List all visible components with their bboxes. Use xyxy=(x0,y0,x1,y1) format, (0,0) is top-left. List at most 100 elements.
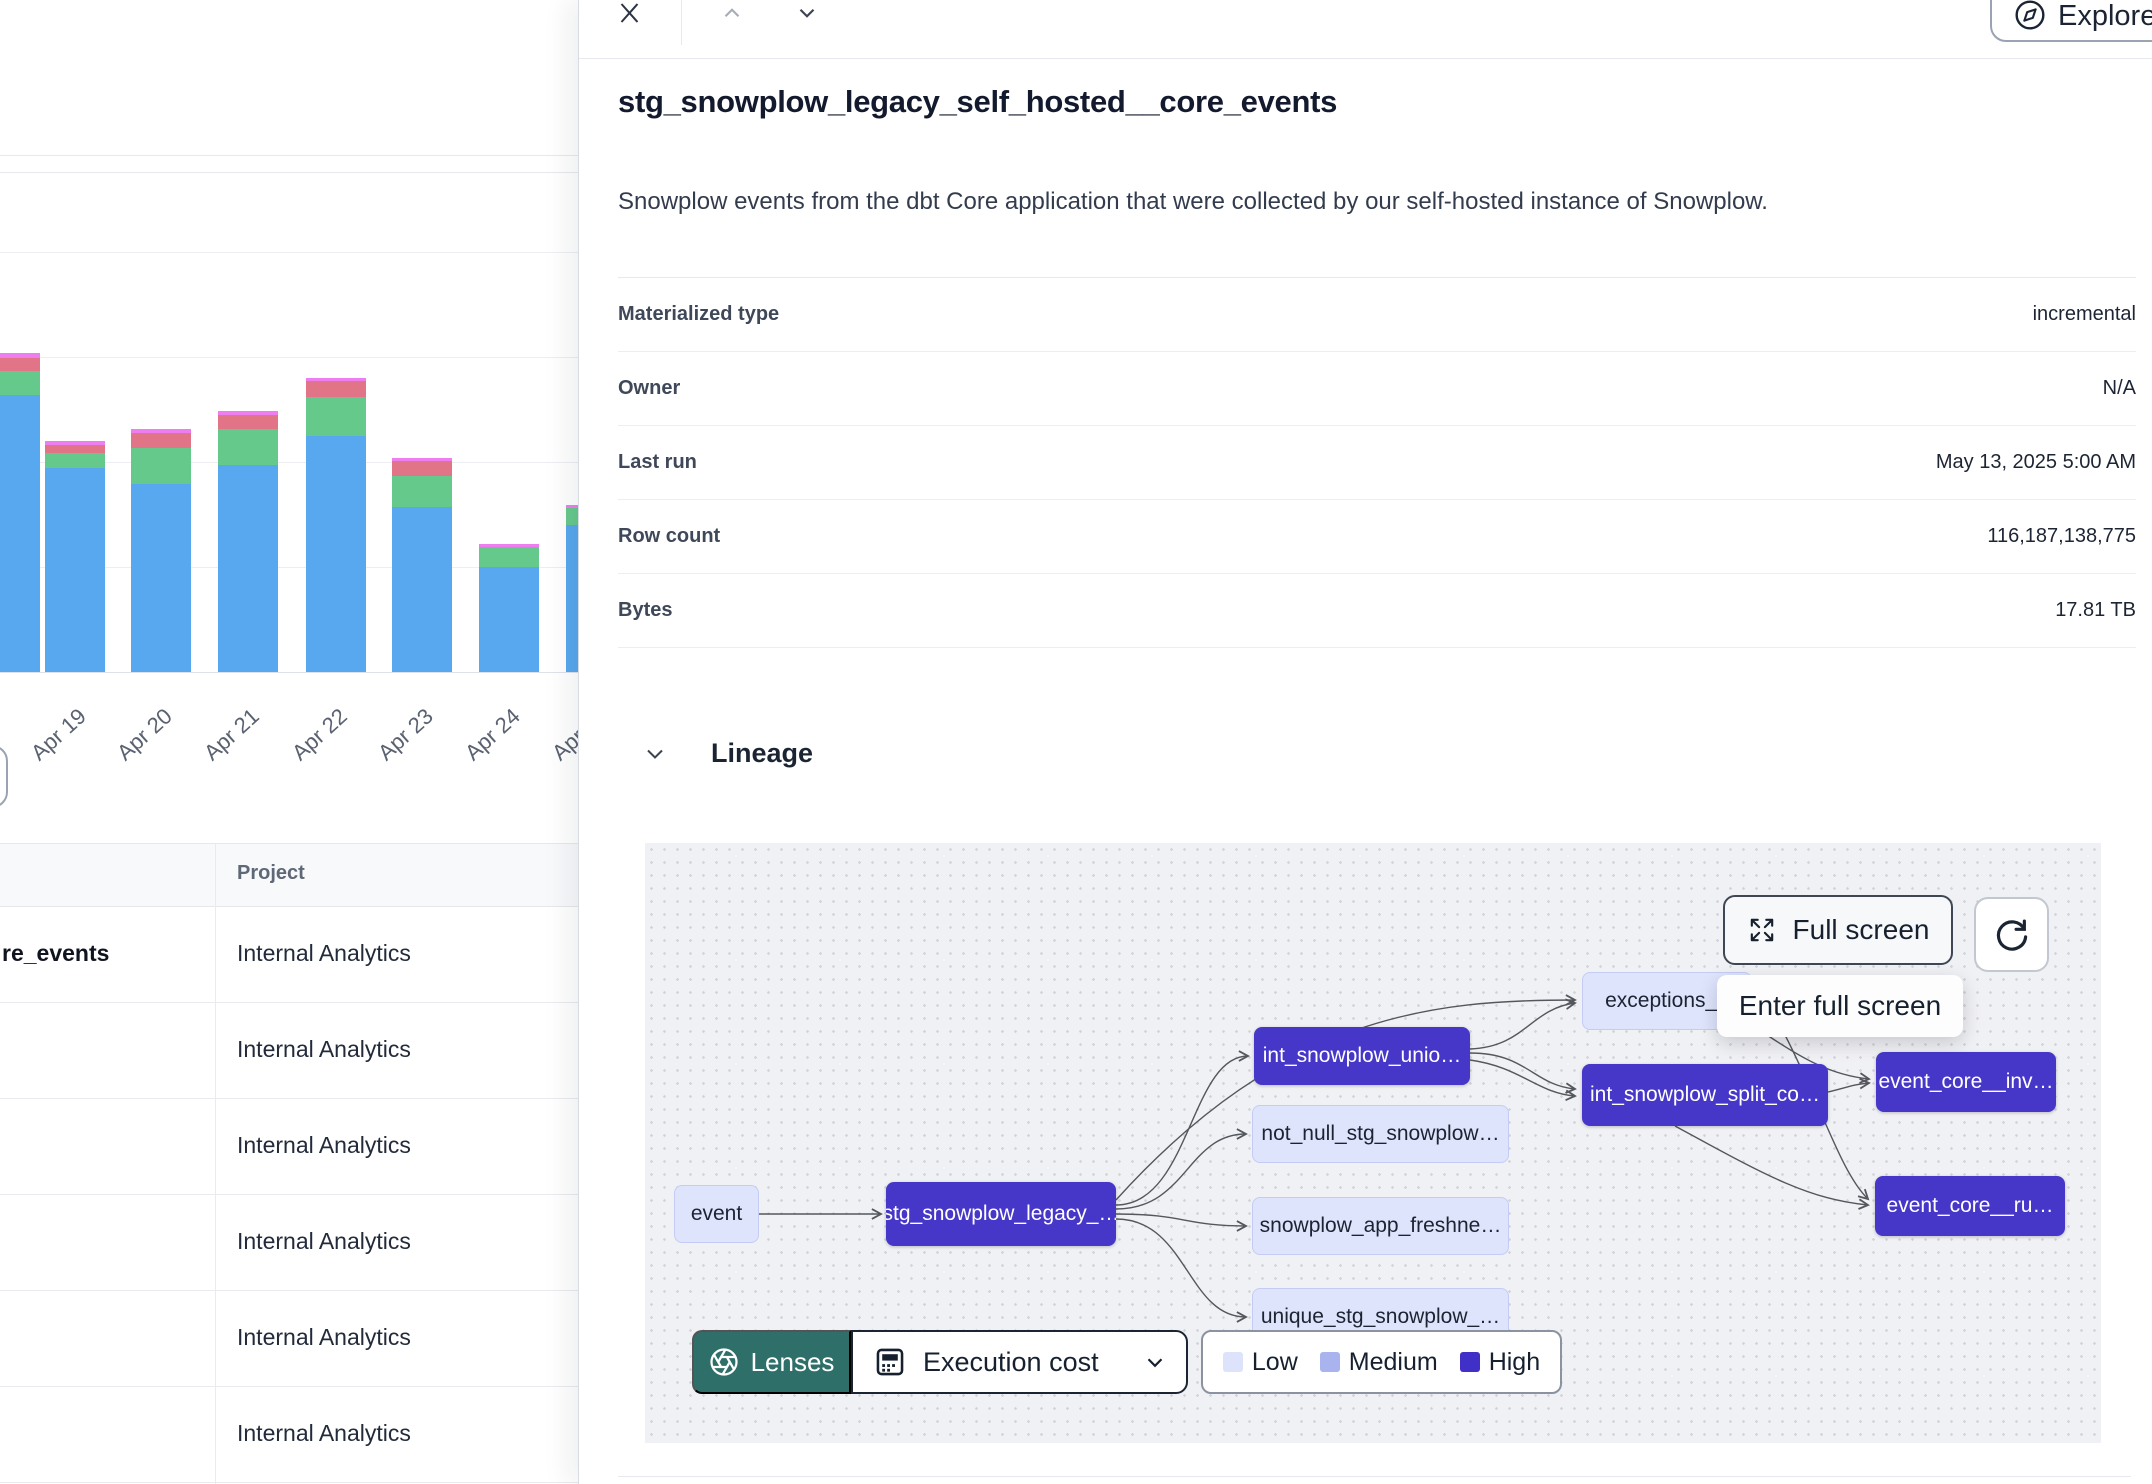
bar-segment-blue xyxy=(306,435,366,672)
property-value: May 13, 2025 5:00 AM xyxy=(1935,451,2136,473)
bar-segment-red xyxy=(0,358,40,371)
bar-segment-green xyxy=(218,429,278,466)
card-divider xyxy=(0,172,582,173)
project-cell: Internal Analytics xyxy=(237,1132,411,1158)
chevron-up-icon xyxy=(724,8,740,18)
previous-button[interactable] xyxy=(718,0,746,26)
bar-segment-green xyxy=(306,396,366,436)
lineage-node[interactable]: event xyxy=(674,1185,759,1243)
model-name-cell[interactable]: re_events xyxy=(2,940,110,966)
table-row[interactable]: Internal Analytics xyxy=(0,1099,582,1195)
panel-toolbar: Explore xyxy=(579,0,2152,59)
property-row: Materialized type incremental xyxy=(618,278,2136,352)
chevron-down-icon xyxy=(1147,1358,1163,1368)
property-row: Owner N/A xyxy=(618,352,2136,426)
chevron-down-icon xyxy=(799,8,815,18)
clipped-filter-pill[interactable] xyxy=(0,745,8,808)
bar-segment-magenta xyxy=(306,378,366,382)
expand-icon xyxy=(1750,918,1773,942)
project-column-header: Project xyxy=(237,862,305,884)
explore-button[interactable]: Explore xyxy=(1990,0,2152,42)
x-axis-tick-label: Apr 25 xyxy=(547,703,582,766)
model-title: stg_snowplow_legacy_self_hosted__core_ev… xyxy=(618,84,1338,119)
table-row[interactable]: re_events Internal Analytics xyxy=(0,907,582,1003)
lineage-section-header[interactable]: Lineage xyxy=(643,738,813,769)
compass-icon xyxy=(2015,0,2045,30)
table-header-row: Project xyxy=(0,843,582,907)
bar-segment-red xyxy=(218,414,278,430)
property-label: Owner xyxy=(618,377,681,399)
model-description: Snowplow events from the dbt Core applic… xyxy=(618,188,1768,215)
table-row[interactable]: Internal Analytics xyxy=(0,1291,582,1387)
table-row[interactable]: Internal Analytics xyxy=(0,1003,582,1099)
cost-legend: Low Medium High xyxy=(1201,1330,1562,1394)
x-axis-tick-label: Apr 24 xyxy=(460,703,526,766)
lineage-node[interactable]: event_core__inv… xyxy=(1876,1052,2056,1112)
bar-segment-blue xyxy=(131,484,191,672)
fullscreen-label: Full screen xyxy=(1792,914,1930,945)
bar-segment-green xyxy=(479,547,539,567)
bar-segment-red xyxy=(306,381,366,397)
column-divider xyxy=(215,843,216,1484)
section-divider xyxy=(618,1476,2131,1477)
x-axis-tick-label: Apr 19 xyxy=(26,703,92,766)
lineage-node[interactable]: snowplow_app_freshne… xyxy=(1252,1197,1509,1255)
legend-label: High xyxy=(1488,1347,1541,1376)
lineage-section-title: Lineage xyxy=(711,738,814,768)
x-axis-tick-label: Apr 22 xyxy=(287,703,353,766)
lineage-node[interactable]: int_snowplow_split_co… xyxy=(1582,1064,1828,1126)
bar-segment-blue xyxy=(45,468,105,672)
fullscreen-button[interactable]: Full screen xyxy=(1723,895,1953,965)
property-value: 17.81 TB xyxy=(2055,599,2136,621)
legend-item-high: High xyxy=(1459,1347,1541,1377)
chart-gridline xyxy=(0,357,582,358)
chart-gridline xyxy=(0,252,582,253)
bar-segment-red xyxy=(131,432,191,449)
legend-swatch xyxy=(1319,1352,1340,1372)
project-cell: Internal Analytics xyxy=(237,940,411,966)
bar-segment-green xyxy=(131,448,191,485)
x-axis-tick-label: Apr 20 xyxy=(112,703,178,766)
chart-gridline xyxy=(0,462,582,463)
toolbar-divider xyxy=(681,0,682,45)
chart-gridline xyxy=(0,567,582,568)
close-button[interactable] xyxy=(616,1,643,25)
property-label: Bytes xyxy=(618,599,673,621)
legend-item-low: Low xyxy=(1222,1348,1298,1377)
property-value: 116,187,138,775 xyxy=(1987,525,2136,547)
card-divider xyxy=(0,155,582,156)
x-axis-tick-label: Apr 23 xyxy=(373,703,439,766)
property-label: Last run xyxy=(618,451,697,473)
x-axis-tick-label: Apr 21 xyxy=(199,703,265,766)
chevron-down-icon xyxy=(647,749,663,759)
calculator-icon xyxy=(876,1348,904,1376)
chart-x-axis xyxy=(0,672,582,673)
property-label: Materialized type xyxy=(618,303,780,325)
property-row: Bytes 17.81 TB xyxy=(618,574,2136,648)
lineage-node[interactable]: not_null_stg_snowplow… xyxy=(1252,1105,1509,1163)
legend-swatch xyxy=(1222,1352,1243,1372)
bar-segment-blue xyxy=(479,567,539,672)
bar-segment-green xyxy=(0,370,40,395)
lineage-node[interactable]: event_core__ru… xyxy=(1875,1176,2065,1236)
lenses-button[interactable]: Lenses xyxy=(692,1330,851,1394)
lineage-graph-canvas[interactable]: event stg_snowplow_legacy_… int_snowplow_u… xyxy=(645,843,2101,1443)
lineage-node[interactable]: stg_snowplow_legacy_… xyxy=(886,1182,1116,1246)
table-row[interactable]: Internal Analytics xyxy=(0,1387,582,1483)
lens-selector-dropdown[interactable]: Execution cost xyxy=(851,1330,1188,1394)
property-row: Row count 116,187,138,775 xyxy=(618,500,2136,574)
table-row[interactable]: Internal Analytics xyxy=(0,1195,582,1291)
bar-segment-red xyxy=(392,460,452,476)
project-cell: Internal Analytics xyxy=(237,1228,411,1254)
bar-segment-magenta xyxy=(45,441,105,446)
project-cell: Internal Analytics xyxy=(237,1036,411,1062)
property-value: incremental xyxy=(2032,303,2136,325)
lenses-label: Lenses xyxy=(750,1346,835,1377)
lineage-node[interactable]: int_snowplow_unio… xyxy=(1254,1027,1470,1085)
legend-swatch xyxy=(1459,1352,1480,1372)
close-icon xyxy=(620,3,639,23)
aperture-icon xyxy=(709,1348,738,1376)
next-button[interactable] xyxy=(793,0,821,26)
refresh-icon xyxy=(1996,918,2027,951)
refresh-button[interactable] xyxy=(1974,897,2049,972)
